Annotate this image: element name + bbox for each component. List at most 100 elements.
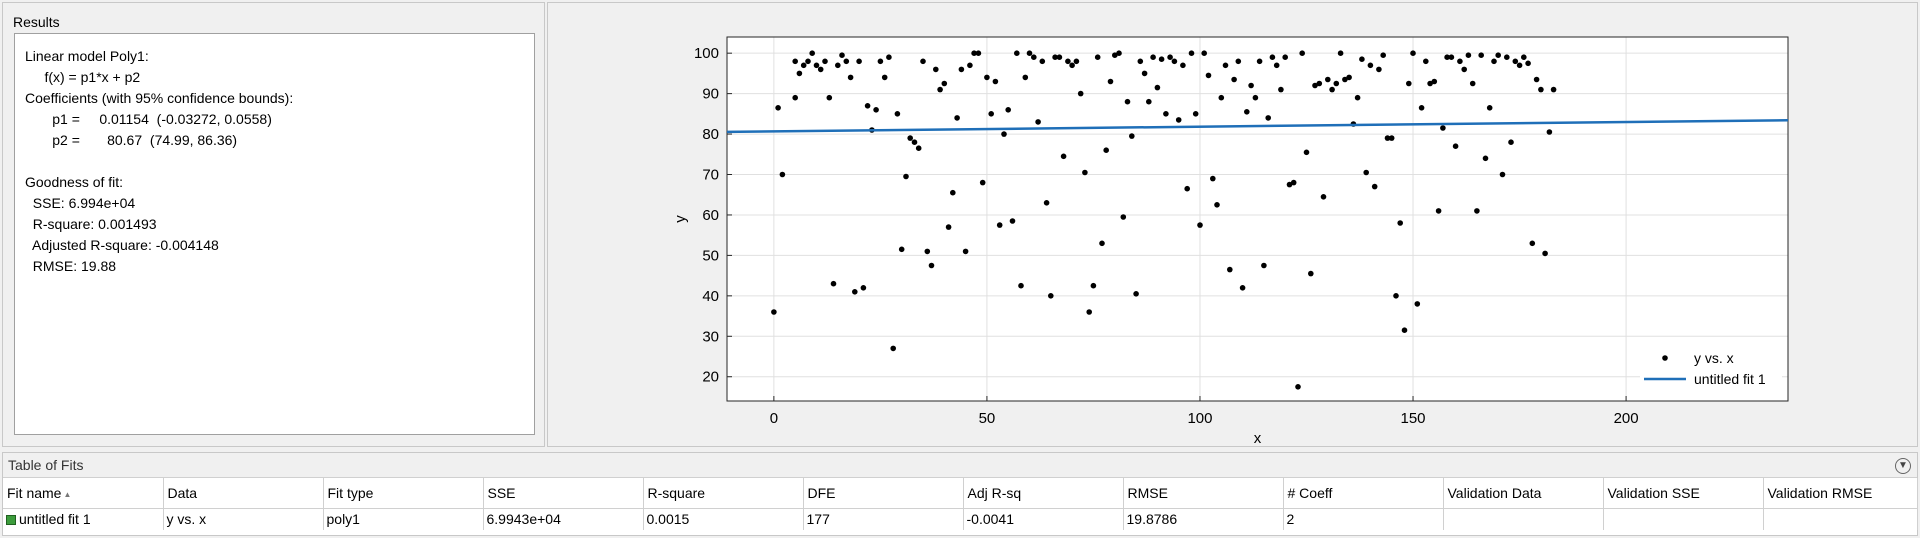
data-point bbox=[1376, 66, 1382, 73]
cell-dfe[interactable]: 177 bbox=[803, 508, 964, 530]
data-point bbox=[1090, 282, 1097, 289]
data-point bbox=[1269, 54, 1276, 60]
data-point bbox=[1103, 147, 1109, 153]
data-point bbox=[1546, 129, 1553, 135]
data-point bbox=[1120, 214, 1127, 220]
cell-r-square[interactable]: 0.0015 bbox=[643, 508, 804, 530]
y-tick-label: 80 bbox=[702, 126, 719, 143]
cell-fit-type[interactable]: poly1 bbox=[323, 508, 484, 530]
data-point bbox=[1205, 72, 1212, 79]
column-header-r-square[interactable]: R-square bbox=[643, 478, 804, 509]
data-point bbox=[1516, 62, 1523, 69]
y-tick-label: 70 bbox=[702, 167, 719, 184]
data-point bbox=[1427, 80, 1433, 87]
data-point bbox=[1499, 171, 1506, 178]
table-of-fits-title: Table of Fits bbox=[8, 457, 84, 473]
data-point bbox=[996, 222, 1003, 228]
data-point bbox=[1069, 62, 1075, 69]
cell-fit-name[interactable]: untitled fit 1 bbox=[3, 508, 164, 530]
cell-data[interactable]: y vs. x bbox=[163, 508, 324, 530]
data-point bbox=[920, 58, 926, 65]
data-point bbox=[1227, 266, 1233, 273]
column-header-rmse[interactable]: RMSE bbox=[1123, 478, 1284, 509]
data-point bbox=[830, 280, 837, 287]
column-header-sse[interactable]: SSE bbox=[483, 478, 644, 509]
cell-coeff[interactable]: 2 bbox=[1283, 508, 1444, 530]
data-point bbox=[1239, 285, 1246, 291]
data-point bbox=[1508, 139, 1514, 145]
table-of-fits-panel: Table of Fits ▼ Fit name ▲ Data Fit type … bbox=[2, 452, 1918, 536]
legend[interactable]: y vs. x untitled fit 1 bbox=[1640, 343, 1782, 393]
legend-label-fit: untitled fit 1 bbox=[1694, 371, 1766, 387]
data-point bbox=[1180, 62, 1186, 69]
data-point bbox=[1150, 54, 1156, 60]
data-point bbox=[1286, 181, 1293, 188]
column-header-adj-r-sq[interactable]: Adj R-sq bbox=[963, 478, 1124, 509]
data-point bbox=[1397, 220, 1403, 226]
data-point bbox=[1146, 98, 1152, 105]
cell-validation-rmse[interactable] bbox=[1763, 508, 1918, 530]
results-line: p1 = 0.01154 (-0.03272, 0.0558) bbox=[25, 111, 272, 127]
cell-rmse[interactable]: 19.8786 bbox=[1123, 508, 1284, 530]
data-point bbox=[826, 94, 833, 101]
data-point bbox=[1290, 179, 1297, 186]
column-header-dfe[interactable]: DFE bbox=[803, 478, 964, 509]
data-point bbox=[898, 246, 905, 253]
data-point bbox=[1188, 50, 1195, 56]
data-point bbox=[988, 111, 994, 117]
column-header-validation-sse[interactable]: Validation SSE bbox=[1603, 478, 1764, 509]
cell-validation-data[interactable] bbox=[1443, 508, 1604, 530]
data-point bbox=[1222, 62, 1229, 69]
results-line: Linear model Poly1: bbox=[25, 48, 149, 64]
data-point bbox=[1282, 54, 1288, 60]
data-point bbox=[771, 309, 777, 315]
data-point bbox=[941, 80, 948, 87]
data-point bbox=[775, 105, 781, 111]
data-point bbox=[1329, 86, 1335, 93]
table-row[interactable]: untitled fit 1 y vs. x poly1 6.9943e+04 … bbox=[3, 508, 1918, 530]
column-header-label: Fit name bbox=[7, 484, 62, 501]
data-point bbox=[1124, 98, 1131, 105]
results-text-box[interactable]: Linear model Poly1: f(x) = p1*x + p2 Coe… bbox=[14, 33, 535, 435]
column-header-validation-data[interactable]: Validation Data bbox=[1443, 478, 1604, 509]
y-tick-label: 60 bbox=[702, 207, 719, 224]
y-tick-label: 50 bbox=[702, 247, 719, 264]
data-point bbox=[1308, 270, 1314, 277]
data-point bbox=[877, 58, 884, 65]
data-point bbox=[813, 62, 820, 69]
data-point bbox=[860, 285, 867, 291]
data-point bbox=[1035, 119, 1041, 125]
data-point bbox=[1495, 52, 1501, 58]
legend-box bbox=[1640, 343, 1782, 393]
scatter-plot[interactable]: 0 50 100 150 200 20 30 40 50 60 70 80 90 100 x y y vs… bbox=[548, 3, 1919, 448]
column-header-fit-type[interactable]: Fit type bbox=[323, 478, 484, 509]
cell-validation-sse[interactable] bbox=[1603, 508, 1764, 530]
data-point bbox=[1465, 52, 1472, 58]
data-point bbox=[1486, 105, 1493, 111]
fit-status-icon bbox=[6, 515, 16, 526]
data-point bbox=[1065, 58, 1071, 65]
column-header-validation-rmse[interactable]: Validation RMSE bbox=[1763, 478, 1918, 509]
fit-name-text: untitled fit 1 bbox=[19, 511, 91, 528]
data-point bbox=[1448, 54, 1455, 60]
data-point bbox=[822, 58, 828, 65]
table-header-row: Fit name ▲ Data Fit type SSE R-square DFE… bbox=[3, 478, 1918, 509]
data-point bbox=[800, 62, 807, 69]
data-point bbox=[1077, 90, 1084, 97]
data-point bbox=[992, 78, 999, 85]
data-point bbox=[1167, 54, 1173, 60]
cell-adj-r-sq[interactable]: -0.0041 bbox=[963, 508, 1124, 530]
data-point bbox=[1457, 58, 1463, 65]
collapse-icon[interactable]: ▼ bbox=[1895, 458, 1911, 474]
column-header-data[interactable]: Data bbox=[163, 478, 324, 509]
data-point bbox=[1444, 54, 1450, 60]
plot-area-background bbox=[727, 37, 1788, 401]
data-point bbox=[1431, 78, 1438, 85]
x-tick-label: 100 bbox=[1187, 410, 1212, 427]
data-point bbox=[1529, 240, 1536, 247]
cell-sse[interactable]: 6.9943e+04 bbox=[483, 508, 644, 530]
table-of-fits-header: Table of Fits ▼ bbox=[3, 453, 1917, 478]
column-header-fit-name[interactable]: Fit name ▲ bbox=[3, 478, 164, 509]
data-point bbox=[1248, 82, 1254, 89]
column-header-coeff[interactable]: # Coeff bbox=[1283, 478, 1444, 509]
